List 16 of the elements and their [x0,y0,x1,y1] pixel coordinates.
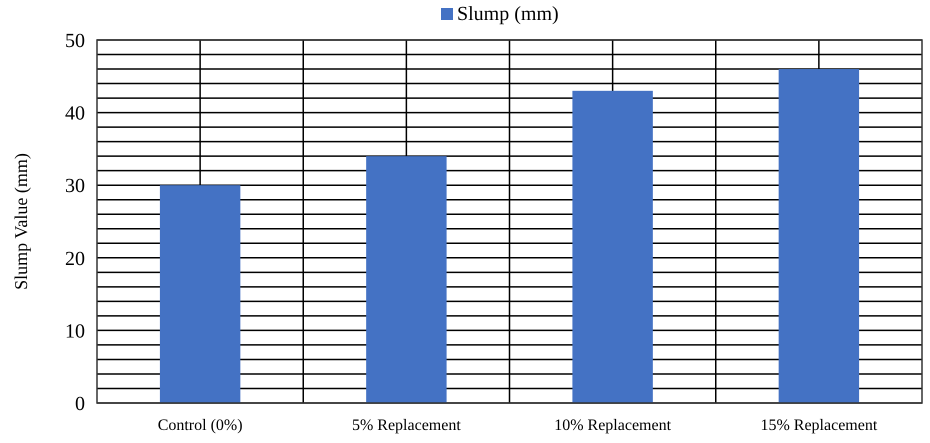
bar [778,69,860,403]
y-tick-label: 40 [65,102,85,125]
y-tick-label: 0 [75,393,85,415]
x-tick-label: 5% Replacement [352,417,462,434]
y-tick-label: 20 [65,248,85,270]
bar [160,185,240,403]
bar [572,90,653,403]
bar [366,156,447,403]
x-tick-label: Control (0%) [158,417,243,434]
y-tick-label: 50 [65,30,85,52]
x-tick-label: 15% Replacement [760,417,878,434]
y-axis-title: Slump Value (mm) [11,153,31,290]
y-tick-label: 10 [65,320,85,342]
y-tick-label: 30 [65,175,85,198]
x-tick-label: 10% Replacement [554,417,672,434]
legend-label: Slump (mm) [457,3,559,25]
